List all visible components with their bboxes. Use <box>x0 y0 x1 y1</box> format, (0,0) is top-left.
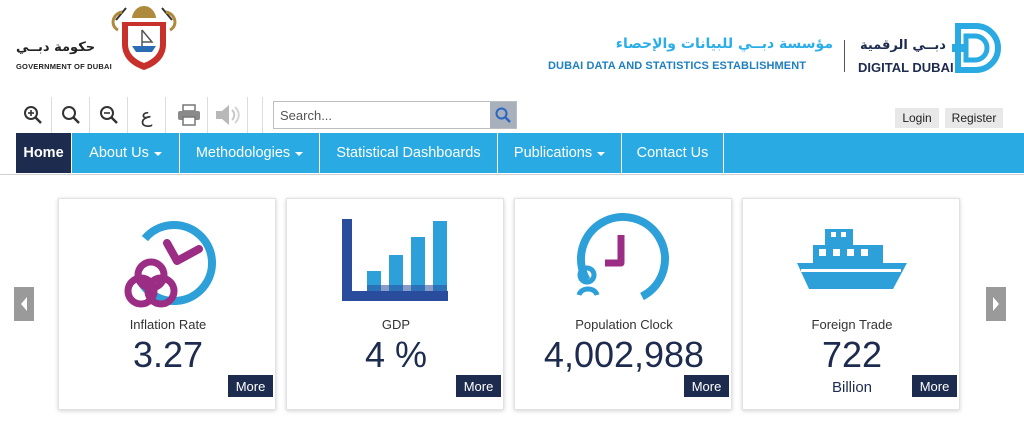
nav-label: Statistical Dashboards <box>336 145 481 161</box>
nav-divider <box>0 174 1024 175</box>
digital-dubai-english: DIGITAL DUBAI <box>858 60 954 75</box>
more-button[interactable]: More <box>456 375 501 397</box>
main-nav: Home About Us Methodologies Statistical … <box>16 133 1024 173</box>
more-button[interactable]: More <box>228 375 273 397</box>
printer-icon <box>177 104 200 126</box>
card-title: Population Clock <box>575 317 673 332</box>
bar-chart-icon <box>342 219 448 301</box>
chevron-left-icon <box>21 297 27 311</box>
dubai-data-statistics-logo[interactable]: مؤسسة دبــي للبيانات والإحصاء DUBAI DATA… <box>548 36 833 76</box>
nav-item-statistical-dashboards[interactable]: Statistical Dashboards <box>320 133 498 173</box>
card-value: 4 % <box>364 334 428 375</box>
toolbar-divider <box>262 97 263 133</box>
nav-item-about-us[interactable]: About Us <box>72 133 180 173</box>
stat-card-foreign-trade: Foreign Trade 722 Billion More <box>742 198 960 410</box>
arabic-language-button[interactable]: ع <box>128 97 166 133</box>
stat-card-inflation-rate: Inflation Rate 3.27 More <box>58 198 276 410</box>
inflation-icon <box>124 221 216 308</box>
gov-logo-english: GOVERNMENT OF DUBAI <box>16 62 112 71</box>
card-value: 3.27 <box>132 334 204 375</box>
print-button[interactable] <box>170 97 208 133</box>
digital-dubai-d-icon <box>952 23 1001 73</box>
logo-divider <box>844 40 845 72</box>
nav-item-methodologies[interactable]: Methodologies <box>180 133 320 173</box>
search-icon <box>61 106 80 124</box>
zoom-in-button[interactable] <box>14 97 52 133</box>
zoom-out-button[interactable] <box>90 97 128 133</box>
register-button[interactable]: Register <box>945 108 1003 128</box>
dsc-logo-english: DUBAI DATA AND STATISTICS ESTABLISHMENT <box>548 60 807 72</box>
gov-logo-arabic: حكومة دبــي <box>16 40 96 55</box>
digital-dubai-logo[interactable]: دبــي الرقمية DIGITAL DUBAI <box>852 20 1012 80</box>
carousel-next-button[interactable] <box>986 287 1006 321</box>
zoom-in-icon <box>23 106 42 124</box>
search-input[interactable] <box>274 102 490 128</box>
nav-item-publications[interactable]: Publications <box>498 133 622 173</box>
nav-item-home[interactable]: Home <box>16 133 72 173</box>
chevron-right-icon <box>993 297 999 311</box>
search-icon <box>495 107 511 123</box>
carousel-prev-button[interactable] <box>14 287 34 321</box>
nav-label: Contact Us <box>636 145 709 161</box>
card-title: Foreign Trade <box>811 317 893 332</box>
card-title: Inflation Rate <box>129 317 207 332</box>
card-subtitle: Billion <box>831 379 873 396</box>
stat-card-population-clock: Population Clock 4,002,988 More <box>514 198 732 410</box>
government-of-dubai-logo[interactable]: حكومة دبــي GOVERNMENT OF DUBAI <box>12 20 192 90</box>
population-clock-icon <box>576 213 669 305</box>
chevron-down-icon <box>295 152 304 156</box>
speaker-icon <box>215 105 240 125</box>
reset-zoom-button[interactable] <box>52 97 90 133</box>
cargo-ship-icon <box>797 229 907 289</box>
card-title: GDP <box>381 317 411 332</box>
nav-item-contact-us[interactable]: Contact Us <box>622 133 724 173</box>
more-button[interactable]: More <box>912 375 957 397</box>
card-value: 722 <box>821 334 883 375</box>
digital-dubai-arabic: دبــي الرقمية <box>860 38 946 53</box>
nav-label: Home <box>23 145 64 161</box>
read-aloud-button[interactable] <box>210 97 248 133</box>
login-button[interactable]: Login <box>895 108 939 128</box>
more-button[interactable]: More <box>684 375 729 397</box>
chevron-down-icon <box>597 152 606 156</box>
dubai-emblem-icon <box>111 6 177 70</box>
search-box <box>273 101 517 129</box>
search-submit-button[interactable] <box>490 102 516 128</box>
card-value: 4,002,988 <box>543 334 705 375</box>
dsc-logo-arabic: مؤسسة دبــي للبيانات والإحصاء <box>615 36 833 52</box>
nav-label: About Us <box>89 145 149 161</box>
chevron-down-icon <box>153 152 162 156</box>
nav-label: Methodologies <box>195 145 291 161</box>
site-header: حكومة دبــي GOVERNMENT OF DUBAI مؤسسة دب… <box>0 0 1024 95</box>
stat-card-gdp: GDP 4 % More <box>286 198 504 410</box>
nav-label: Publications <box>513 145 593 161</box>
zoom-out-icon <box>99 106 118 124</box>
